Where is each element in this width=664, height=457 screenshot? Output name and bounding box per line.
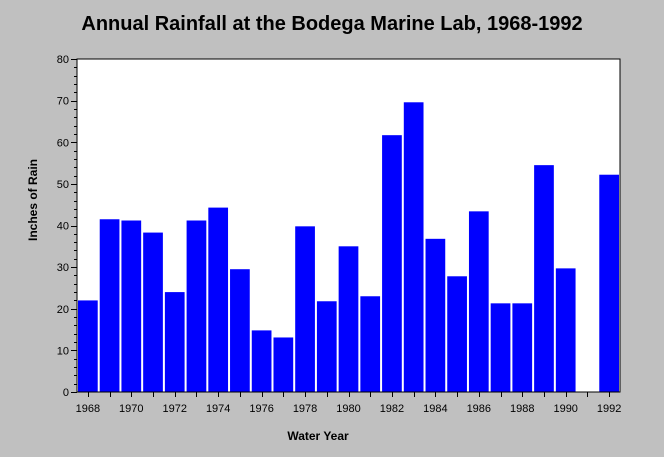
bar-1989: [534, 165, 554, 392]
x-tick-label: 1974: [206, 403, 230, 415]
x-tick-label: 1992: [597, 403, 621, 415]
bar-1987: [490, 303, 511, 392]
bar-1978: [295, 226, 315, 392]
bar-1972: [164, 292, 185, 392]
bar-1970: [121, 220, 142, 392]
y-tick-label: 50: [57, 179, 69, 191]
x-tick-label: 1984: [423, 403, 447, 415]
x-tick-label: 1986: [467, 403, 491, 415]
bar-1968: [78, 300, 98, 392]
x-tick-label: 1978: [293, 403, 317, 415]
bar-1985: [447, 276, 467, 392]
y-tick-label: 60: [57, 137, 69, 149]
bar-1976: [251, 330, 272, 392]
y-tick-label: 20: [57, 304, 69, 316]
bar-1971: [143, 232, 163, 392]
y-tick-label: 70: [57, 96, 69, 108]
x-tick-label: 1990: [553, 403, 577, 415]
bar-1973: [186, 220, 207, 392]
bar-1992: [599, 174, 619, 392]
bar-1986: [468, 211, 489, 392]
y-tick-label: 10: [57, 345, 69, 357]
bar-1975: [230, 269, 250, 392]
bar-1990: [555, 268, 576, 392]
y-tick-label: 0: [63, 387, 69, 399]
bar-1979: [316, 301, 337, 392]
y-tick-label: 30: [57, 262, 69, 274]
bar-1969: [99, 219, 120, 392]
plot-frame: [76, 58, 621, 393]
chart-title: Annual Rainfall at the Bodega Marine Lab…: [81, 13, 583, 35]
x-tick-label: 1988: [510, 403, 534, 415]
x-tick-label: 1972: [162, 403, 186, 415]
bar-1988: [512, 303, 533, 392]
x-tick-label: 1968: [76, 403, 100, 415]
bar-1982: [382, 135, 402, 392]
x-tick-label: 1982: [380, 403, 404, 415]
bar-1983: [403, 102, 424, 392]
x-tick-label: 1980: [336, 403, 360, 415]
x-axis-label: Water Year: [287, 429, 349, 443]
bar-1981: [360, 296, 381, 392]
bar-1977: [273, 337, 294, 392]
bar-1974: [208, 207, 229, 392]
x-tick-label: 1976: [249, 403, 273, 415]
y-tick-label: 40: [57, 221, 69, 233]
y-tick-label: 80: [57, 54, 69, 66]
x-tick-label: 1970: [119, 403, 143, 415]
bar-1984: [425, 238, 446, 392]
bar-1980: [338, 246, 359, 392]
